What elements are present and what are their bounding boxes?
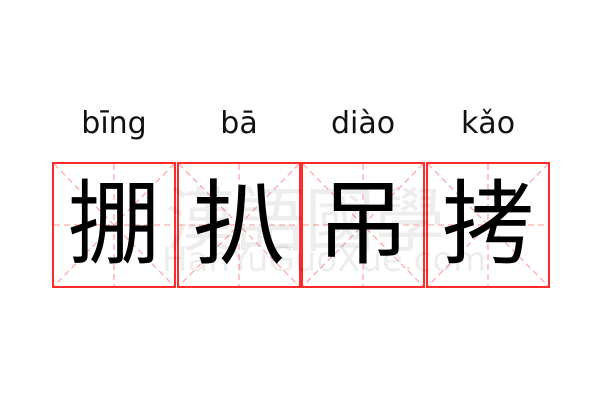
grid-guides: [54, 164, 174, 286]
character-box: 扒: [177, 162, 301, 288]
grid-guides: [179, 164, 299, 286]
grid-guides: [428, 164, 548, 286]
character-box: 吊: [301, 162, 425, 288]
pinyin-2: bā: [220, 106, 258, 141]
grid-guides: [303, 164, 423, 286]
hanzi-character: 扒: [192, 171, 285, 278]
pinyin-4: kǎo: [460, 106, 516, 141]
hanzi-character: 掤: [67, 171, 160, 278]
character-box: 拷: [426, 162, 550, 288]
hanzi-character: 吊: [316, 171, 409, 278]
character-box: 掤: [52, 162, 176, 288]
hanzi-character: 拷: [441, 171, 534, 278]
pinyin-1: bīng: [81, 106, 147, 141]
pinyin-3: diào: [330, 106, 396, 141]
